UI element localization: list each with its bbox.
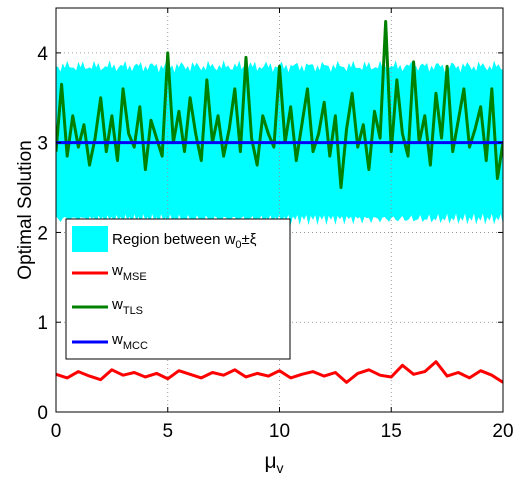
series-tls-line bbox=[56, 19, 503, 190]
y-tick-label-3: 3 bbox=[37, 134, 48, 155]
x-tick-label-3: 15 bbox=[381, 421, 402, 442]
legend-label-mse: wMSE bbox=[111, 262, 147, 283]
series-mse-line bbox=[56, 360, 503, 384]
legend: Region between w0±ξ wMSE wTLS wMCC bbox=[65, 218, 291, 360]
x-tick-label-1: 5 bbox=[162, 421, 173, 442]
legend-swatch-band bbox=[72, 226, 108, 252]
y-tick-label-2: 2 bbox=[37, 223, 48, 244]
x-axis-label: μv bbox=[264, 450, 283, 476]
x-tick-label-0: 0 bbox=[51, 421, 62, 442]
y-tick-label-4: 4 bbox=[37, 44, 48, 65]
legend-label-tls: wTLS bbox=[111, 296, 143, 317]
series-layer bbox=[56, 19, 503, 384]
legend-label-mcc: wMCC bbox=[111, 331, 148, 352]
y-axis-label: Optimal Solution bbox=[15, 140, 36, 279]
tick-layer: 0 5 10 15 20 0 1 2 3 4 bbox=[37, 8, 514, 442]
x-tick-label-4: 20 bbox=[492, 421, 513, 442]
y-tick-label-0: 0 bbox=[37, 403, 48, 424]
y-tick-label-1: 1 bbox=[37, 313, 48, 334]
legend-label-band: Region between w0±ξ bbox=[112, 231, 257, 251]
x-axis-label-sub: v bbox=[277, 460, 284, 476]
x-tick-label-2: 10 bbox=[269, 421, 290, 442]
x-axis-label-main: μ bbox=[264, 450, 276, 473]
